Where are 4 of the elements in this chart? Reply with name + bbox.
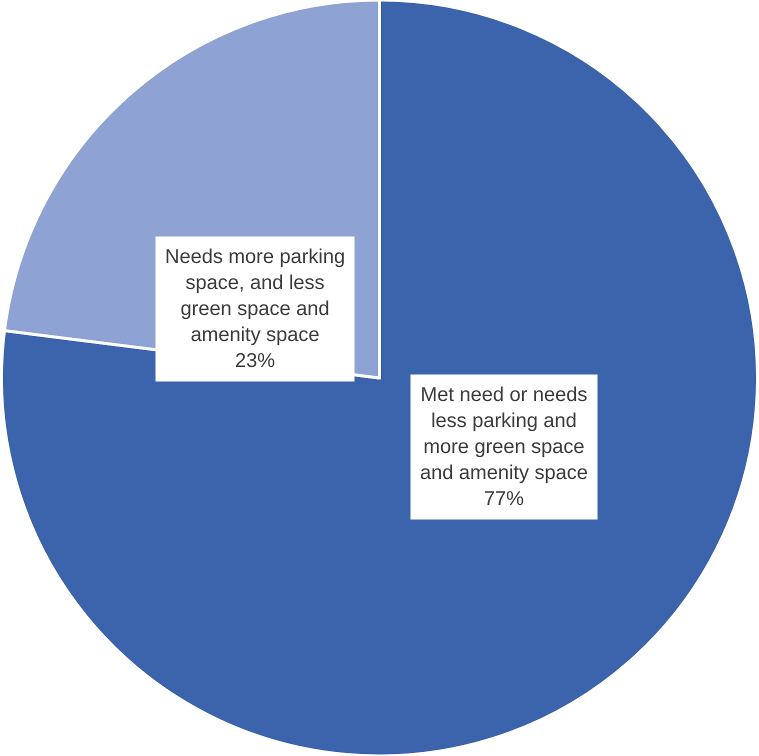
slice-label: Needs more parking space, and less green space and amenity space <box>165 246 346 346</box>
data-label: 77% <box>484 488 524 510</box>
slice-label: Met need or needs less parking and more green space and amenity space <box>420 384 588 484</box>
data-label: 23% <box>235 350 276 372</box>
